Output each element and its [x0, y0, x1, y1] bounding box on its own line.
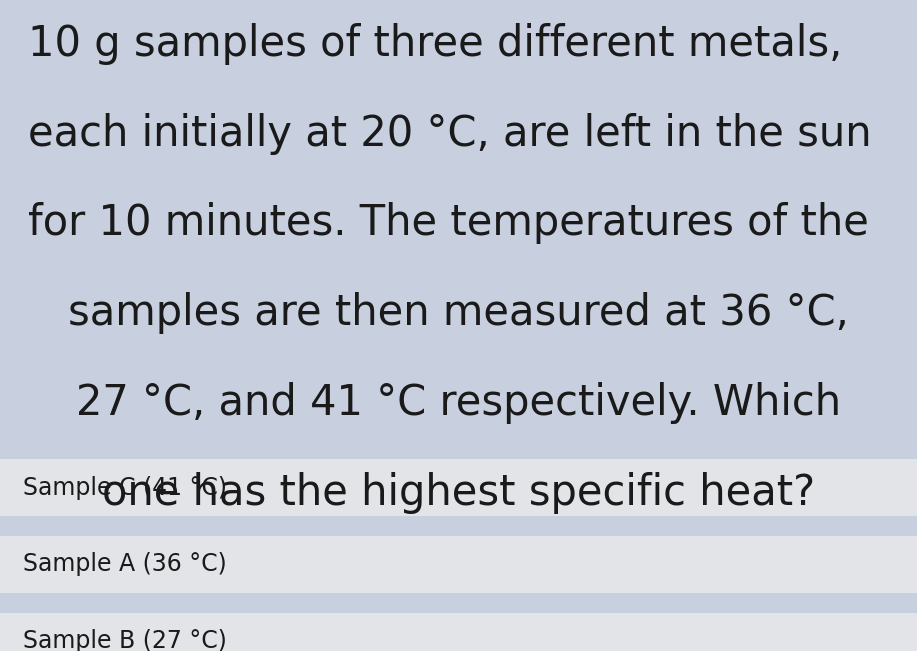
- Text: samples are then measured at 36 °C,: samples are then measured at 36 °C,: [68, 292, 849, 335]
- Text: Sample A (36 °C): Sample A (36 °C): [23, 553, 226, 576]
- Text: one has the highest specific heat?: one has the highest specific heat?: [102, 472, 815, 514]
- Text: 27 °C, and 41 °C respectively. Which: 27 °C, and 41 °C respectively. Which: [76, 382, 841, 424]
- FancyBboxPatch shape: [0, 459, 917, 516]
- FancyBboxPatch shape: [0, 536, 917, 593]
- Text: for 10 minutes. The temperatures of the: for 10 minutes. The temperatures of the: [28, 202, 868, 245]
- Text: Sample C (41 °C): Sample C (41 °C): [23, 476, 226, 499]
- Text: each initially at 20 °C, are left in the sun: each initially at 20 °C, are left in the…: [28, 113, 871, 155]
- Text: 10 g samples of three different metals,: 10 g samples of three different metals,: [28, 23, 842, 65]
- Text: Sample B (27 °C): Sample B (27 °C): [23, 630, 226, 651]
- FancyBboxPatch shape: [0, 613, 917, 651]
